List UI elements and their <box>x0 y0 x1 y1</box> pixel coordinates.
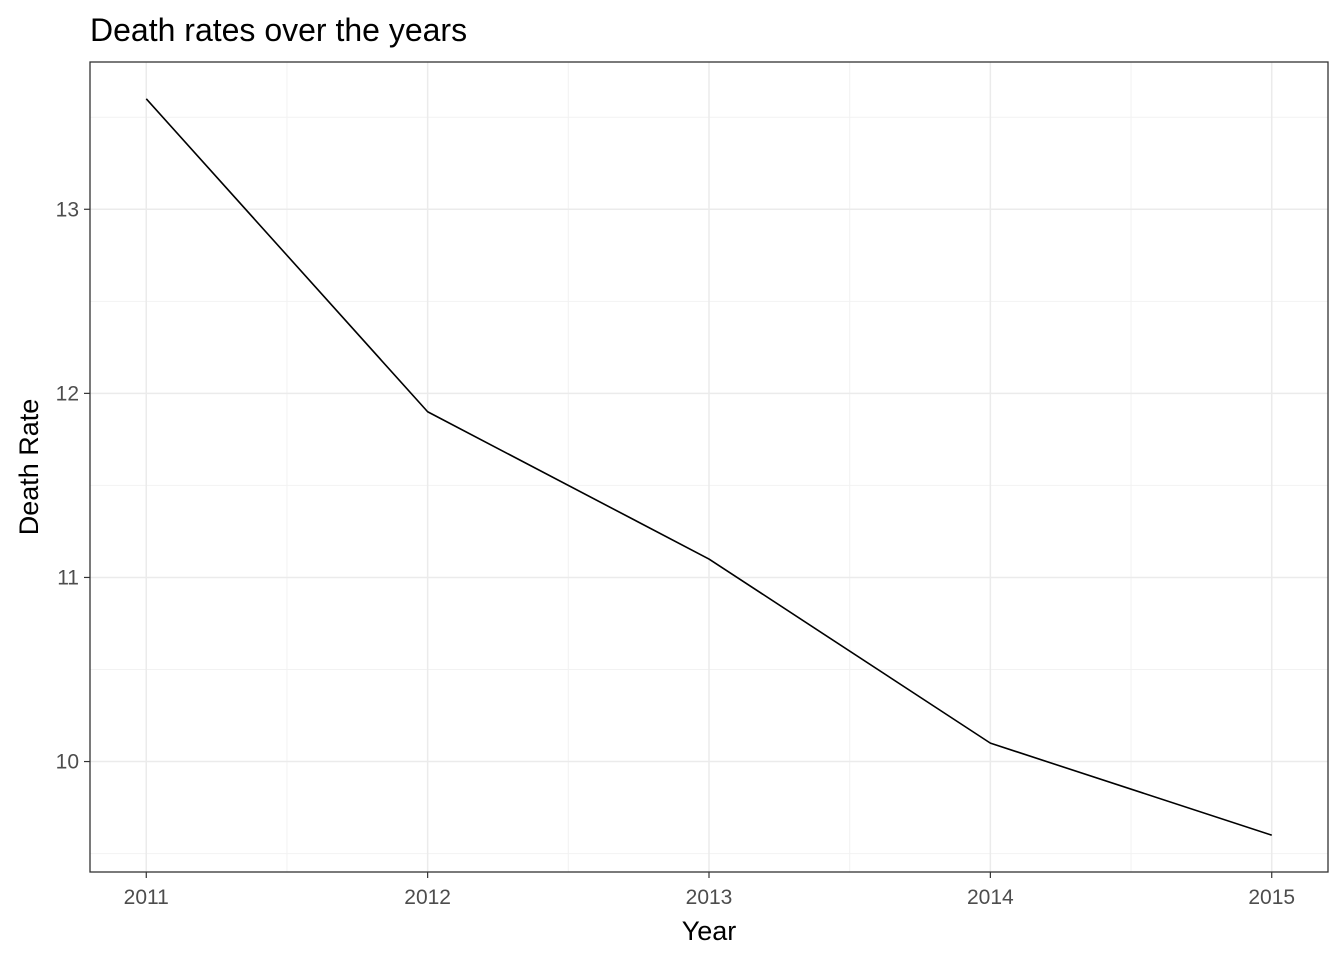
x-tick-label: 2014 <box>967 886 1014 909</box>
chart-title: Death rates over the years <box>90 12 467 48</box>
y-tick-label: 11 <box>57 566 79 589</box>
x-axis-title: Year <box>682 916 737 946</box>
y-tick-label: 12 <box>56 382 79 405</box>
x-tick-label: 2015 <box>1248 886 1295 909</box>
y-tick-label: 10 <box>56 751 79 774</box>
data-line-group <box>145 98 1272 836</box>
grid-lines <box>90 62 1328 872</box>
x-tick-label: 2012 <box>404 886 451 909</box>
x-tick-label: 2013 <box>686 886 733 909</box>
series-line <box>145 98 1272 836</box>
x-tick-label: 2011 <box>124 886 169 909</box>
y-tick-label: 13 <box>56 198 79 221</box>
y-axis-title: Death Rate <box>14 399 44 536</box>
axis-ticks: 2011 2012 2013 2014 2015 10 11 12 13 <box>56 198 1295 909</box>
